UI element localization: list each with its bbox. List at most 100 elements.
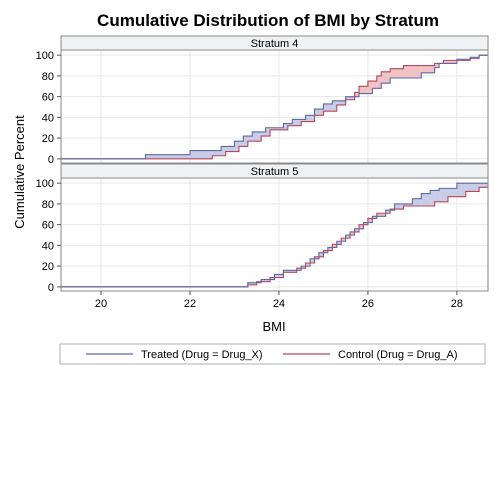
- difference-band: [318, 252, 324, 257]
- difference-band: [372, 216, 377, 219]
- difference-band: [238, 141, 244, 147]
- difference-band: [283, 270, 297, 273]
- x-axis-title: BMI: [262, 319, 285, 334]
- difference-band: [261, 279, 271, 282]
- difference-band: [261, 131, 266, 137]
- x-tick-label: 20: [95, 298, 107, 310]
- y-tick-label: 60: [42, 220, 54, 232]
- difference-band: [403, 65, 422, 78]
- difference-band: [443, 60, 457, 64]
- difference-band: [421, 65, 435, 73]
- legend: Treated (Drug = Drug_X) Control (Drug = …: [59, 343, 486, 365]
- difference-band: [296, 268, 302, 271]
- legend-label-treated: Treated (Drug = Drug_X): [141, 349, 263, 361]
- difference-band: [305, 263, 311, 267]
- difference-band: [243, 136, 248, 147]
- difference-band: [323, 250, 328, 253]
- difference-band: [479, 183, 488, 188]
- difference-band: [301, 119, 306, 122]
- y-tick-label: 20: [42, 133, 54, 145]
- difference-band: [212, 150, 222, 156]
- difference-band: [465, 183, 480, 192]
- difference-band: [372, 81, 377, 89]
- difference-band: [283, 123, 288, 130]
- difference-band: [421, 193, 431, 206]
- x-axis: 20 22 24 26 28: [95, 291, 463, 310]
- difference-band: [359, 86, 368, 94]
- difference-band: [265, 127, 271, 137]
- difference-band: [430, 190, 435, 206]
- difference-band: [247, 136, 253, 142]
- difference-band: [270, 277, 275, 280]
- difference-band: [367, 218, 373, 223]
- difference-band: [145, 154, 190, 159]
- chart-title: Cumulative Distribution of BMI by Stratu…: [97, 11, 439, 30]
- panels: Stratum 4 0 20 40 60 80 100 Stratum 5 0 20 40 60 80 1…: [36, 35, 489, 294]
- difference-band: [385, 210, 391, 214]
- difference-band: [341, 238, 346, 242]
- difference-band: [381, 71, 391, 84]
- control-ecdf-line: [61, 54, 488, 160]
- panel-label: Stratum 4: [251, 38, 299, 50]
- panel-2: Stratum 5 0 20 40 60 80 100: [36, 163, 489, 294]
- y-tick-label: 20: [42, 261, 54, 273]
- y-tick-label: 0: [48, 282, 54, 294]
- y-tick-label: 40: [42, 240, 54, 252]
- treated-ecdf-line: [61, 54, 488, 160]
- panel-frame: [60, 35, 489, 164]
- difference-band: [332, 244, 337, 248]
- x-tick-label: 26: [362, 298, 374, 310]
- x-tick-label: 28: [451, 298, 463, 310]
- y-axis-title: Cumulative Percent: [12, 115, 27, 229]
- difference-band: [247, 282, 257, 285]
- difference-band: [434, 190, 440, 202]
- difference-band: [274, 274, 284, 278]
- difference-band: [345, 96, 355, 100]
- difference-band: [292, 119, 302, 126]
- difference-band: [287, 123, 293, 126]
- panel-1: Stratum 4 0 20 40 60 80 100: [36, 35, 489, 166]
- difference-band: [456, 183, 466, 197]
- difference-band: [327, 247, 333, 251]
- difference-band: [305, 115, 315, 122]
- difference-band: [310, 258, 315, 264]
- x-tick-label: 24: [273, 298, 285, 310]
- difference-band: [390, 68, 404, 78]
- difference-band: [336, 100, 346, 105]
- difference-band: [252, 131, 262, 142]
- difference-band: [350, 231, 355, 236]
- difference-band: [323, 103, 333, 112]
- y-tick-label: 60: [42, 92, 54, 104]
- difference-band: [234, 141, 239, 152]
- difference-band: [354, 228, 360, 232]
- y-tick-label: 100: [36, 178, 54, 190]
- y-tick-label: 40: [42, 112, 54, 124]
- difference-band: [363, 222, 368, 225]
- difference-band: [336, 241, 342, 245]
- difference-band: [314, 109, 324, 116]
- difference-band: [439, 188, 448, 202]
- difference-band: [301, 266, 306, 269]
- difference-band: [225, 146, 235, 152]
- panel-plot-area: [61, 178, 488, 291]
- difference-band: [412, 198, 422, 206]
- panel-label: Stratum 5: [251, 166, 299, 178]
- control-ecdf-line: [61, 183, 489, 288]
- difference-band: [332, 100, 337, 112]
- difference-band: [394, 203, 404, 210]
- difference-band: [354, 92, 360, 97]
- difference-band: [403, 203, 413, 206]
- legend-label-control: Control (Drug = Drug_A): [338, 349, 458, 361]
- y-tick-label: 0: [48, 154, 54, 166]
- treated-ecdf-line: [61, 182, 488, 288]
- difference-band: [221, 146, 226, 156]
- y-tick-label: 80: [42, 199, 54, 211]
- difference-band: [367, 81, 373, 94]
- x-tick-label: 22: [184, 298, 196, 310]
- difference-band: [270, 127, 284, 130]
- difference-band: [376, 75, 382, 89]
- difference-band: [434, 63, 440, 68]
- difference-band: [189, 150, 213, 159]
- difference-band: [314, 256, 319, 259]
